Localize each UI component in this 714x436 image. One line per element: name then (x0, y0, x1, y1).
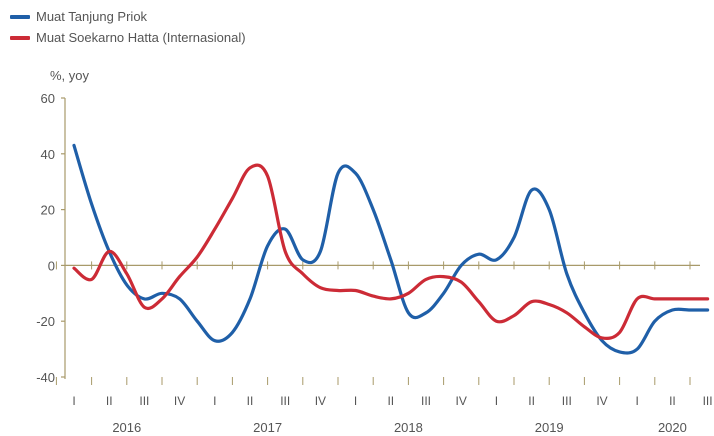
x-tick-label-quarter: III (421, 394, 431, 408)
x-tick-label-quarter: IV (596, 394, 607, 408)
legend-item-soekarno-hatta: Muat Soekarno Hatta (Internasional) (10, 27, 246, 48)
x-tick-label-year: 2018 (394, 420, 423, 435)
x-tick-label-quarter: I (213, 394, 216, 408)
y-tick-label: -40 (36, 370, 55, 385)
y-tick-label: -20 (36, 314, 55, 329)
x-tick-label-quarter: I (495, 394, 498, 408)
x-tick-label-quarter: II (387, 394, 394, 408)
x-tick-label-quarter: I (354, 394, 357, 408)
y-tick-label: 60 (41, 91, 55, 106)
series-line-soekarno-hatta (72, 163, 710, 340)
x-tick-label-quarter: III (562, 394, 572, 408)
x-tick-label-quarter: IV (174, 394, 185, 408)
x-tick-label-quarter: IV (315, 394, 326, 408)
x-tick-label-year: 2017 (253, 420, 282, 435)
legend-label-tanjung-priok: Muat Tanjung Priok (36, 9, 148, 24)
legend-item-tanjung-priok: Muat Tanjung Priok (10, 6, 246, 27)
x-tick-label-quarter: IV (456, 394, 467, 408)
y-tick-label: 0 (48, 258, 55, 273)
x-tick-label-quarter: III (703, 394, 713, 408)
x-tick-label-quarter: II (669, 394, 676, 408)
legend-swatch-tanjung-priok (10, 14, 30, 19)
x-tick-label-year: 2020 (658, 420, 687, 435)
x-tick-label-quarter: II (247, 394, 254, 408)
series-line-tanjung-priok (72, 143, 710, 355)
x-tick-label-quarter: II (528, 394, 535, 408)
x-tick-label-year: 2019 (535, 420, 564, 435)
x-tick-label-quarter: III (280, 394, 290, 408)
x-tick-label-quarter: I (636, 394, 639, 408)
x-tick-label-quarter: I (72, 394, 75, 408)
y-tick-label: 40 (41, 147, 55, 162)
x-tick-label-quarter: II (106, 394, 113, 408)
y-axis-label: %, yoy (50, 68, 90, 83)
x-tick-label-year: 2016 (112, 420, 141, 435)
x-tick-label-quarter: III (139, 394, 149, 408)
legend: Muat Tanjung Priok Muat Soekarno Hatta (… (10, 6, 246, 48)
legend-swatch-soekarno-hatta (10, 35, 30, 40)
legend-label-soekarno-hatta: Muat Soekarno Hatta (Internasional) (36, 30, 246, 45)
y-tick-label: 20 (41, 203, 55, 218)
